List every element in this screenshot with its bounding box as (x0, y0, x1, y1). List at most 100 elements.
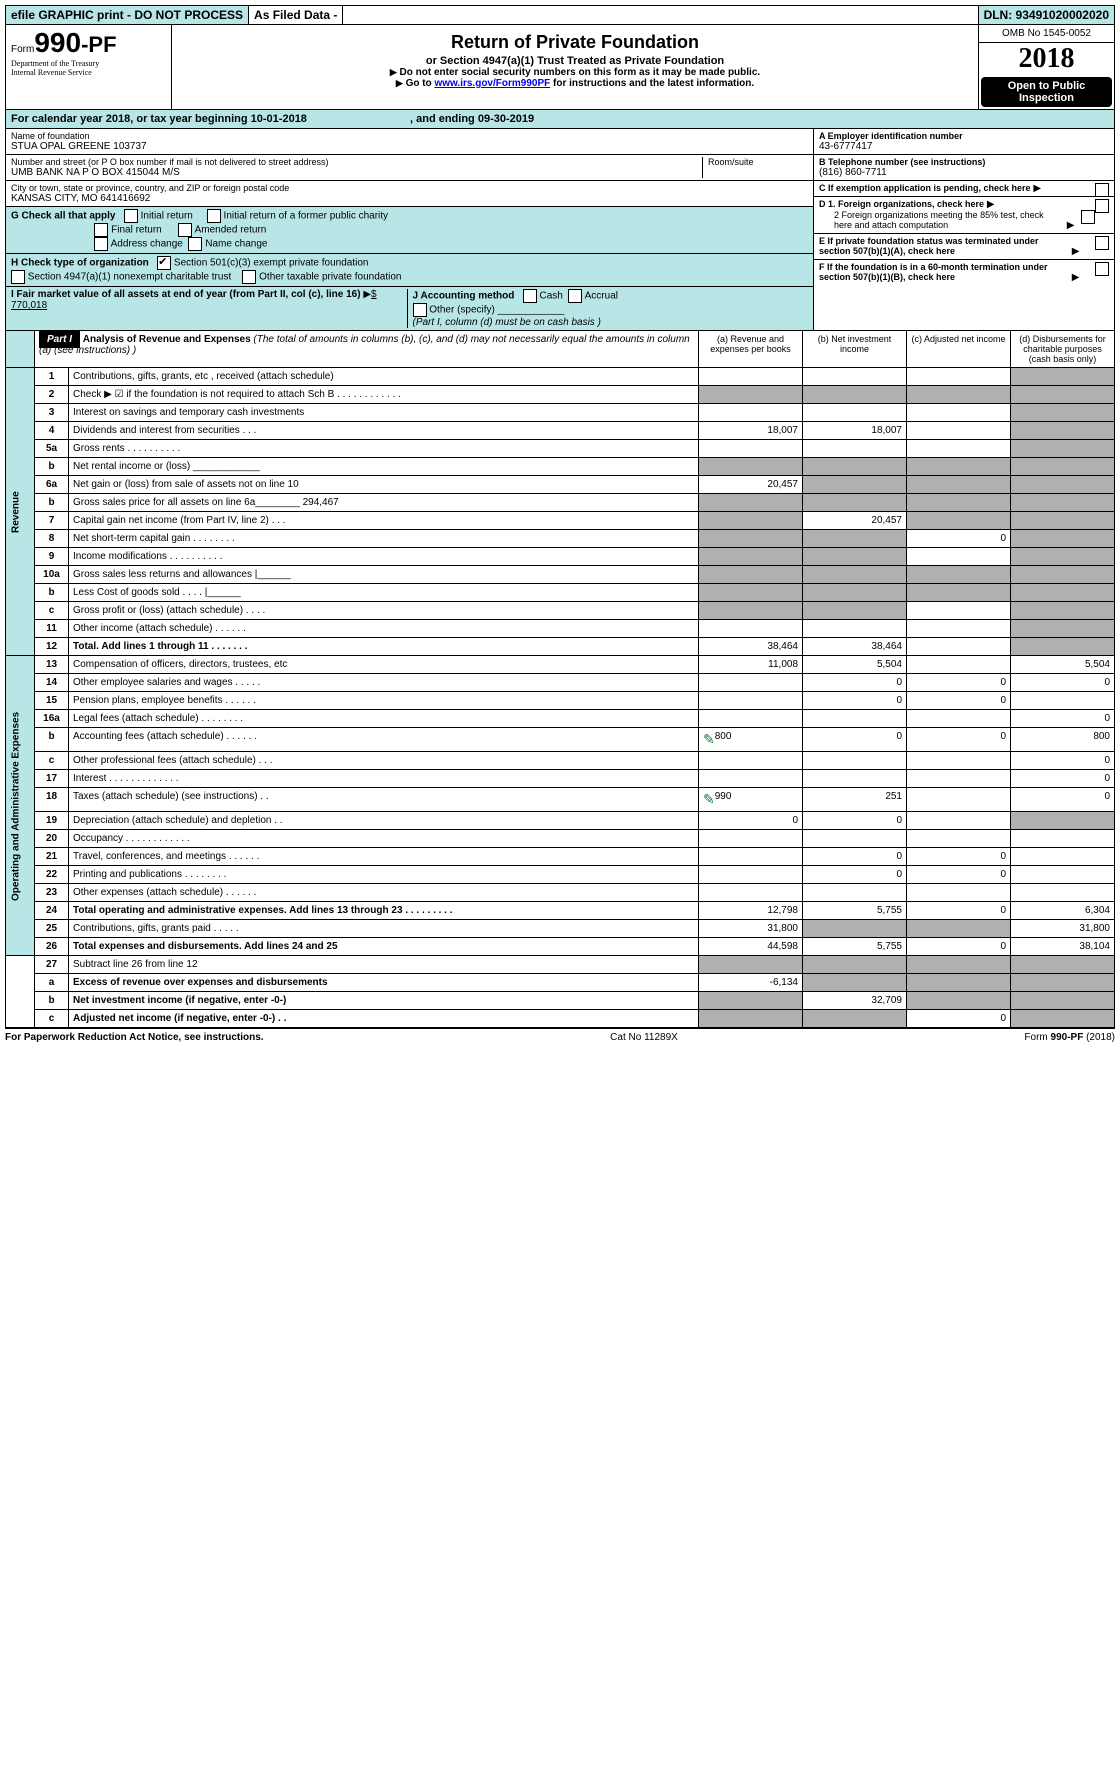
table-row: bNet rental income or (loss) ___________… (6, 458, 1115, 476)
row-num: c (35, 602, 69, 620)
value-cell (907, 404, 1011, 422)
chk-other-tax[interactable] (242, 270, 256, 284)
table-row: 27Subtract line 26 from line 12 (6, 956, 1115, 974)
value-cell (803, 602, 907, 620)
chk-e[interactable] (1095, 236, 1109, 250)
room-label: Room/suite (708, 157, 808, 167)
value-cell: 31,800 (1011, 920, 1115, 938)
row-num: 3 (35, 404, 69, 422)
value-cell: 0 (803, 728, 907, 752)
value-cell (1011, 476, 1115, 494)
row-num: 1 (35, 368, 69, 386)
chk-501c3[interactable] (157, 256, 171, 270)
row-desc: Gross sales less returns and allowances … (69, 566, 699, 584)
top-bar: efile GRAPHIC print - DO NOT PROCESS As … (5, 5, 1115, 25)
g-label: G Check all that apply (11, 211, 115, 222)
value-cell (803, 530, 907, 548)
chk-initial[interactable] (124, 209, 138, 223)
row-num: 21 (35, 848, 69, 866)
value-cell (907, 512, 1011, 530)
chk-d1[interactable] (1095, 199, 1109, 213)
city-label: City or town, state or province, country… (11, 183, 808, 193)
chk-final[interactable] (94, 223, 108, 237)
dept: Department of the Treasury (11, 59, 166, 68)
row-num: 27 (35, 956, 69, 974)
value-cell (907, 770, 1011, 788)
row-num: 8 (35, 530, 69, 548)
dln: DLN: 93491020002020 (979, 6, 1114, 24)
table-row: 5aGross rents . . . . . . . . . . (6, 440, 1115, 458)
value-cell (907, 620, 1011, 638)
chk-d2[interactable] (1081, 210, 1095, 224)
value-cell: 44,598 (699, 938, 803, 956)
spacer (343, 6, 978, 24)
chk-accrual[interactable] (568, 289, 582, 303)
opt-cash: Cash (539, 291, 562, 302)
value-cell (803, 404, 907, 422)
value-cell (699, 1010, 803, 1028)
row-desc: Other employee salaries and wages . . . … (69, 674, 699, 692)
row-desc: Other income (attach schedule) . . . . .… (69, 620, 699, 638)
value-cell (907, 788, 1011, 812)
chk-other-acct[interactable] (413, 303, 427, 317)
chk-f[interactable] (1095, 262, 1109, 276)
value-cell (699, 992, 803, 1010)
chk-address[interactable] (94, 237, 108, 251)
value-cell: 0 (1011, 752, 1115, 770)
addr: UMB BANK NA P O BOX 415044 M/S (11, 167, 702, 178)
row-num: 14 (35, 674, 69, 692)
value-cell: 20,457 (699, 476, 803, 494)
value-cell: 800 (1011, 728, 1115, 752)
row-num: 6a (35, 476, 69, 494)
value-cell (907, 476, 1011, 494)
chk-name[interactable] (188, 237, 202, 251)
value-cell (1011, 848, 1115, 866)
value-cell (803, 1010, 907, 1028)
value-cell: 11,008 (699, 656, 803, 674)
value-cell: 6,304 (1011, 902, 1115, 920)
table-row: cAdjusted net income (if negative, enter… (6, 1010, 1115, 1028)
row-num: 11 (35, 620, 69, 638)
row-desc: Less Cost of goods sold . . . . |______ (69, 584, 699, 602)
row-desc: Contributions, gifts, grants paid . . . … (69, 920, 699, 938)
efile-notice: efile GRAPHIC print - DO NOT PROCESS (6, 6, 249, 24)
value-cell (1011, 620, 1115, 638)
attachment-icon[interactable]: ✎ (703, 791, 715, 808)
form-pf: -PF (81, 32, 116, 57)
title-box: Return of Private Foundation or Section … (172, 25, 978, 109)
opt-name: Name change (205, 239, 267, 250)
value-cell: 0 (907, 530, 1011, 548)
chk-4947[interactable] (11, 270, 25, 284)
city-cell: City or town, state or province, country… (6, 181, 813, 207)
attachment-icon[interactable]: ✎ (703, 731, 715, 748)
value-cell (803, 884, 907, 902)
row-num: c (35, 752, 69, 770)
table-row: 19Depreciation (attach schedule) and dep… (6, 812, 1115, 830)
irs-link[interactable]: www.irs.gov/Form990PF (434, 78, 550, 89)
chk-cash[interactable] (523, 289, 537, 303)
row-desc: Total. Add lines 1 through 11 . . . . . … (69, 638, 699, 656)
value-cell: 5,504 (803, 656, 907, 674)
value-cell (803, 548, 907, 566)
table-row: 9Income modifications . . . . . . . . . … (6, 548, 1115, 566)
h-label: H Check type of organization (11, 258, 149, 269)
value-cell: 0 (803, 848, 907, 866)
form-title: Return of Private Foundation (177, 32, 973, 53)
cal-mid: , and ending (410, 113, 478, 125)
row-num: 20 (35, 830, 69, 848)
opt-4947: Section 4947(a)(1) nonexempt charitable … (28, 272, 231, 283)
chk-c[interactable] (1095, 183, 1109, 197)
chk-initial-former[interactable] (207, 209, 221, 223)
value-cell (1011, 692, 1115, 710)
form-subtitle: or Section 4947(a)(1) Trust Treated as P… (177, 55, 973, 67)
value-cell (699, 692, 803, 710)
value-cell (699, 848, 803, 866)
addr-label: Number and street (or P O box number if … (11, 157, 702, 167)
form-header: Form990-PF Department of the Treasury In… (5, 25, 1115, 110)
row-num: 23 (35, 884, 69, 902)
chk-amended[interactable] (178, 223, 192, 237)
row-num: 16a (35, 710, 69, 728)
row-num: b (35, 728, 69, 752)
row-desc: Gross rents . . . . . . . . . . (69, 440, 699, 458)
opt-other-acct: Other (specify) (429, 305, 495, 316)
